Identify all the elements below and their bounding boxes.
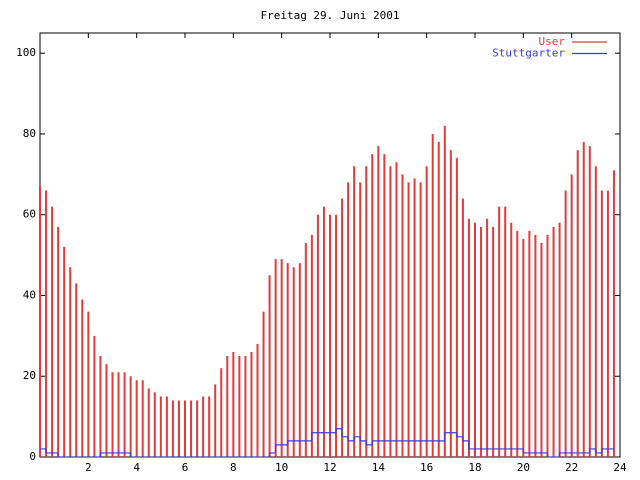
x-tick-label: 14	[372, 461, 386, 474]
x-tick-label: 10	[275, 461, 288, 474]
x-tick-label: 12	[323, 461, 336, 474]
y-tick-label: 20	[23, 369, 36, 382]
y-tick-label: 40	[23, 288, 36, 301]
chart-title: Freitag 29. Juni 2001	[260, 9, 399, 22]
y-tick-label: 100	[16, 46, 36, 59]
x-tick-label: 22	[565, 461, 578, 474]
y-tick-label: 0	[29, 450, 36, 463]
x-tick-label: 24	[613, 461, 627, 474]
y-tick-label: 80	[23, 127, 36, 140]
legend-label: User	[539, 35, 566, 48]
x-tick-label: 2	[85, 461, 92, 474]
x-tick-label: 4	[133, 461, 140, 474]
y-tick-label: 60	[23, 208, 36, 221]
legend-label: Stuttgarter	[492, 47, 565, 60]
step-line	[40, 428, 614, 458]
x-tick-label: 18	[468, 461, 481, 474]
x-tick-label: 16	[420, 461, 433, 474]
x-tick-label: 8	[230, 461, 237, 474]
x-tick-label: 6	[182, 461, 189, 474]
x-tick-label: 20	[517, 461, 530, 474]
